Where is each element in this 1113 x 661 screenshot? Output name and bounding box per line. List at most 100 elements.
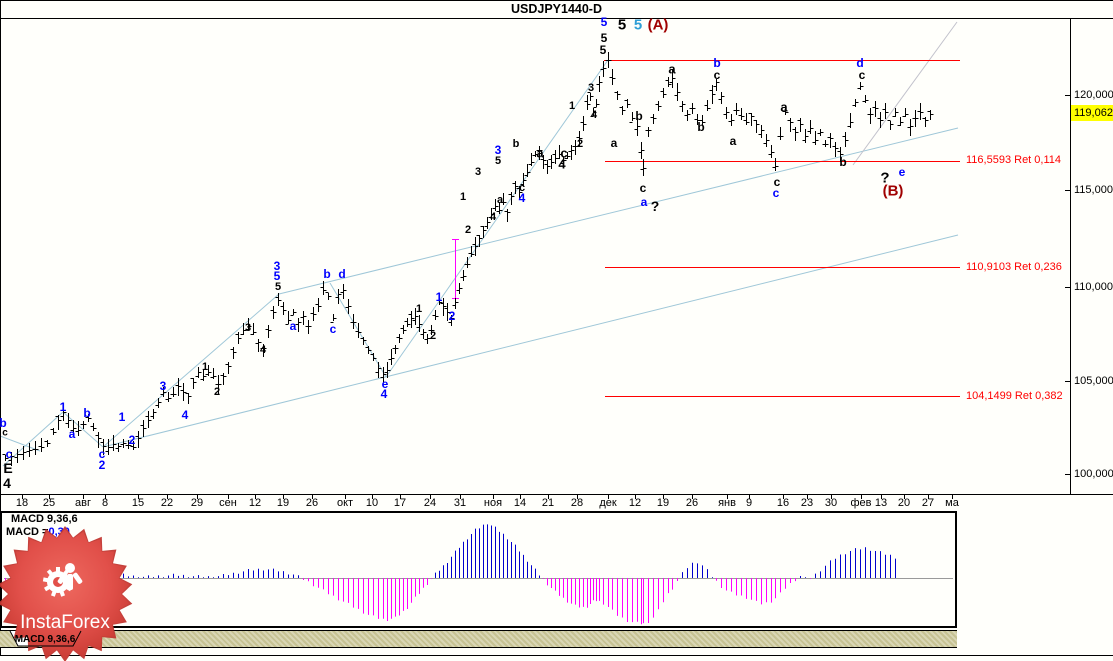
- wave-label: b: [635, 109, 643, 123]
- date-axis-label: 12: [248, 497, 262, 509]
- wave-label: 2: [213, 386, 221, 398]
- wave-label: 1: [59, 400, 67, 414]
- wave-label: 3: [474, 166, 482, 178]
- wave-label: 1: [201, 361, 209, 373]
- date-axis-label: ма: [945, 497, 959, 509]
- date-axis-label: 30: [824, 497, 838, 509]
- wave-label: b: [0, 416, 7, 430]
- wave-label: c: [5, 447, 13, 461]
- wave-label: b: [83, 406, 91, 420]
- date-axis-label: 21: [541, 497, 555, 509]
- macd-tab-label: MACD 9,36,6: [15, 634, 76, 645]
- wave-label: 5: [600, 31, 608, 45]
- wave-label: c: [639, 181, 647, 195]
- wave-label: 5: [600, 15, 608, 29]
- wave-label: e: [898, 165, 906, 179]
- date-axis-label: дек: [599, 497, 617, 509]
- date-axis-label: 17: [393, 497, 407, 509]
- wave-label: 5: [494, 155, 502, 167]
- date-axis-label: 22: [160, 497, 174, 509]
- price-axis-label: 120,000: [1074, 89, 1113, 101]
- price-axis-label: 110,000: [1074, 281, 1113, 293]
- indicator-tab-strip: [0, 630, 957, 648]
- date-axis-label: фев: [850, 497, 872, 509]
- instaforex-logo: InstaForex: [0, 526, 133, 661]
- date-axis-label: 31: [453, 497, 467, 509]
- macd-tab[interactable]: MACD 9,36,6: [0, 629, 100, 649]
- wave-label: 2: [448, 309, 456, 323]
- wave-label: a: [640, 195, 648, 209]
- date-axis-label: 24: [423, 497, 437, 509]
- date-axis-label: 9: [745, 497, 753, 509]
- wave-label: 5: [274, 281, 282, 293]
- macd-value-prefix: MACD =: [6, 525, 49, 538]
- date-axis-label: окт: [336, 497, 354, 509]
- date-axis-label: 13: [874, 497, 888, 509]
- wave-label: 1: [568, 100, 576, 112]
- wave-label: 1: [415, 303, 423, 315]
- date-axis-label: 18: [15, 497, 29, 509]
- wave-label: a: [289, 319, 297, 333]
- wave-label: 1: [118, 410, 126, 424]
- wave-label: 2: [128, 433, 136, 447]
- wave-label: 4: [590, 109, 598, 121]
- wave-label: d: [856, 56, 864, 70]
- date-axis-label: 26: [685, 497, 699, 509]
- wave-label: 3: [494, 143, 502, 157]
- date-axis-label: 16: [776, 497, 790, 509]
- date-axis-label: 19: [276, 497, 290, 509]
- wave-label: E: [3, 460, 13, 476]
- chart-title: USDJPY1440-D: [510, 2, 602, 16]
- wave-label: c: [560, 145, 568, 161]
- wave-label: 5: [617, 16, 627, 34]
- current-price-tag: 119,062: [1071, 105, 1113, 121]
- wave-label: c: [858, 68, 866, 82]
- date-axis-label: 8: [101, 497, 109, 509]
- wave-label: 2: [464, 224, 472, 236]
- wave-label: b: [839, 155, 847, 169]
- date-axis-label: 26: [305, 497, 319, 509]
- wave-label: d: [338, 267, 346, 281]
- wave-label: c: [329, 322, 337, 336]
- wave-label: 2: [576, 138, 584, 150]
- wave-label: 4: [3, 475, 11, 491]
- wave-label: 4: [489, 211, 497, 223]
- date-axis-label: 15: [131, 497, 145, 509]
- wave-label: a: [780, 99, 788, 115]
- wave-label: ?: [650, 198, 660, 214]
- date-axis-label: 23: [800, 497, 814, 509]
- wave-label: 2: [98, 458, 106, 472]
- wave-label: 5: [599, 43, 607, 57]
- wave-label: 1: [435, 290, 443, 304]
- date-axis-label: 12: [628, 497, 642, 509]
- wave-label: a: [729, 134, 737, 148]
- wave-label: 3: [244, 322, 252, 334]
- date-axis-label: 20: [897, 497, 911, 509]
- wave-label: 4: [518, 191, 526, 205]
- wave-label: b: [713, 56, 721, 70]
- date-axis-label: 25: [42, 497, 56, 509]
- wave-label: 1: [459, 191, 467, 203]
- date-axis-label: янв: [718, 497, 736, 509]
- fibonacci-level-label: 116,5593 Ret 0,114: [966, 154, 1062, 166]
- date-axis-label: 27: [921, 497, 935, 509]
- price-axis-label: 115,000: [1074, 184, 1113, 196]
- wave-label: c: [2, 427, 8, 439]
- wave-label: c: [98, 447, 106, 461]
- wave-label: b: [323, 267, 331, 281]
- wave-label: 3: [159, 379, 167, 393]
- wave-label: e: [381, 377, 389, 391]
- wave-label: (A): [647, 16, 669, 34]
- wave-label: 2: [429, 330, 437, 342]
- wave-label: 4: [558, 156, 566, 172]
- wave-label: c: [773, 175, 781, 189]
- wave-label: 4: [259, 344, 267, 356]
- price-axis-label: 105,000: [1074, 375, 1113, 387]
- date-axis-label: авг: [75, 497, 91, 509]
- fibonacci-level-label: 104,1499 Ret 0,382: [966, 390, 1063, 402]
- fibonacci-level-label: 110,9103 Ret 0,236: [966, 261, 1062, 273]
- price-axis-label: 100,000: [1074, 468, 1113, 480]
- wave-label: 3: [273, 259, 281, 273]
